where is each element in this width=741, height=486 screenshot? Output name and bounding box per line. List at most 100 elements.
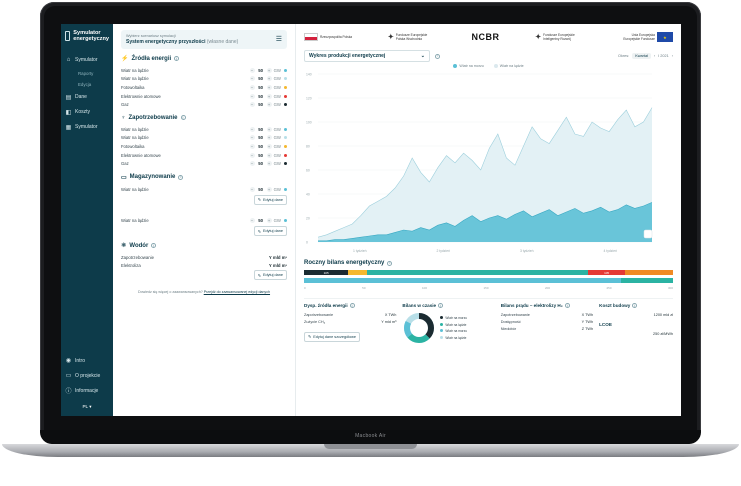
sidebar-item-informacje[interactable]: ⓘ Informacje (65, 383, 109, 398)
value-stepper[interactable]: − 50 + GW (249, 84, 287, 90)
logo-eu: Unia Europejska Europejskie Fundusze ★ (619, 32, 673, 42)
minus-icon[interactable]: − (249, 152, 255, 158)
minus-icon[interactable]: − (249, 218, 255, 224)
minus-icon[interactable]: − (249, 67, 255, 73)
sidebar-item-symulator-2[interactable]: ▦ Symulator (65, 120, 109, 135)
row-value[interactable]: 50 (258, 84, 263, 90)
home-icon: ⌂ (66, 57, 71, 64)
series-color-dot (284, 85, 287, 89)
row-unit: GW (273, 84, 281, 90)
plus-icon[interactable]: + (266, 93, 272, 99)
info-icon[interactable]: i (174, 56, 180, 61)
edit-icon: ✎ (257, 198, 261, 203)
row-value[interactable]: 50 (258, 67, 263, 73)
scenario-settings-icon[interactable]: ☰ (275, 36, 282, 43)
minus-icon[interactable]: − (249, 102, 255, 108)
info-icon[interactable]: i (349, 303, 355, 308)
plus-icon[interactable]: + (266, 126, 272, 132)
minus-icon[interactable]: − (249, 135, 255, 141)
value-stepper[interactable]: − 50 + GW (249, 143, 287, 149)
row-value[interactable]: 50 (258, 218, 263, 224)
next-icon[interactable]: › (671, 54, 673, 58)
row-value[interactable]: 50 (258, 143, 263, 149)
app-logo[interactable]: Symulator energetyczny (65, 30, 109, 43)
molecule-icon: ⚛ (121, 243, 127, 250)
value-stepper[interactable]: − 50 + GW (249, 126, 287, 132)
minus-icon[interactable]: − (249, 93, 255, 99)
value-stepper[interactable]: − 50 + GW (249, 93, 287, 99)
sidebar-item-koszty[interactable]: ◧ Koszty (65, 105, 109, 120)
hydrogen-row: Elektroliza Y mld m³ (121, 262, 287, 268)
plus-icon[interactable]: + (266, 76, 272, 82)
row-value[interactable]: 50 (258, 135, 263, 141)
storage-edit-button[interactable]: ✎ Edytuj dane (253, 194, 287, 205)
plus-icon[interactable]: + (266, 152, 272, 158)
info-icon[interactable]: i (180, 115, 186, 121)
summary-cards: Dysp. źródła energii i Zapotrzebowanie X T… (304, 298, 673, 345)
info-icon[interactable]: i (151, 243, 157, 249)
minus-icon[interactable]: − (249, 126, 255, 132)
x-tick-label: 1 tydzień (353, 249, 367, 253)
x-tick-label: 2 tydzień (436, 249, 450, 253)
scenario-select[interactable]: Wybierz scenariusz symulacji System ener… (121, 30, 287, 49)
plug-icon: ⚡ (121, 56, 129, 62)
value-stepper[interactable]: − 50 + GW (249, 135, 287, 141)
minus-icon[interactable]: − (249, 186, 255, 192)
storage-edit-button[interactable]: ✎ Edytuj dane (253, 226, 287, 237)
plus-icon[interactable]: + (266, 84, 272, 90)
advanced-edit-link[interactable]: Przejdź do zaawansowanej edycji danych (203, 290, 271, 295)
production-chart[interactable]: 0 20 40 60 80 100 120 140 1 tydzień 2 tydzień 3 ty… (304, 70, 658, 256)
annual-balance-bars: 105 105 (304, 270, 674, 283)
row-value[interactable]: 50 (258, 161, 263, 167)
plus-icon[interactable]: + (266, 143, 272, 149)
row-value[interactable]: 50 (258, 152, 263, 158)
row-unit: GW (273, 76, 281, 82)
minus-icon[interactable]: − (249, 84, 255, 90)
value-stepper[interactable]: − 50 + GW (249, 76, 287, 82)
info-icon[interactable]: i (435, 53, 440, 59)
expand-icon[interactable] (643, 229, 653, 239)
minus-icon[interactable]: − (249, 161, 255, 167)
detailed-edit-button[interactable]: ✎ Edytuj dane szczegółowe (304, 331, 361, 342)
info-icon[interactable]: i (178, 174, 184, 180)
period-select[interactable]: Kwartał (632, 53, 651, 59)
minus-icon[interactable]: − (249, 143, 255, 149)
row-value[interactable]: 50 (258, 126, 263, 132)
info-icon[interactable]: i (632, 303, 638, 308)
language-select[interactable]: PL ▾ (82, 404, 92, 409)
value-stepper[interactable]: − 50 + GW (249, 102, 287, 108)
section-title: Wodór (129, 242, 149, 249)
sidebar-item-raporty[interactable]: Raporty (78, 70, 94, 76)
prev-icon[interactable]: ‹ (653, 54, 656, 58)
info-icon[interactable]: i (387, 260, 393, 266)
row-value[interactable]: 50 (258, 76, 263, 82)
series-color-dot (284, 127, 287, 131)
plus-icon[interactable]: + (266, 67, 272, 73)
sidebar-item-dane[interactable]: ▤ Dane (65, 90, 109, 105)
row-unit: GW (273, 67, 281, 73)
value-stepper[interactable]: − 50 + GW (249, 186, 287, 192)
sidebar-item-o-projekcie[interactable]: ▭ O projekcie (65, 368, 109, 383)
minus-icon[interactable]: − (249, 76, 255, 82)
row-value[interactable]: 50 (258, 93, 263, 99)
value-stepper[interactable]: − 50 + GW (249, 161, 287, 167)
value-stepper[interactable]: − 50 + GW (249, 218, 287, 224)
plus-icon[interactable]: + (266, 161, 272, 167)
plus-icon[interactable]: + (266, 135, 272, 141)
logo-fe-pw: ✦ Fundusze Europejskie Polska Wschodnia (387, 33, 428, 41)
hydrogen-edit-button[interactable]: ✎ Edytuj dane (253, 270, 287, 281)
sidebar-item-intro[interactable]: ◉ Intro (65, 353, 109, 368)
sidebar-item-edycja[interactable]: Edycja (78, 81, 92, 87)
value-stepper[interactable]: − 50 + GW (249, 67, 287, 73)
plus-icon[interactable]: + (266, 102, 272, 108)
row-value[interactable]: 50 (258, 102, 263, 108)
info-icon[interactable]: i (438, 303, 444, 308)
plus-icon[interactable]: + (266, 186, 272, 192)
card-cost: Koszt budowy i 1200 mld zł LCOE 250 zł/MW… (599, 303, 674, 336)
value-stepper[interactable]: − 50 + GW (249, 152, 287, 158)
row-value[interactable]: 50 (258, 186, 263, 192)
plus-icon[interactable]: + (266, 218, 272, 224)
chart-type-select[interactable]: Wykres produkcji energetycznej ⌄ (304, 50, 430, 62)
info-icon[interactable]: i (564, 303, 570, 308)
sidebar-item-symulator[interactable]: ⌂ Symulator (65, 53, 109, 68)
